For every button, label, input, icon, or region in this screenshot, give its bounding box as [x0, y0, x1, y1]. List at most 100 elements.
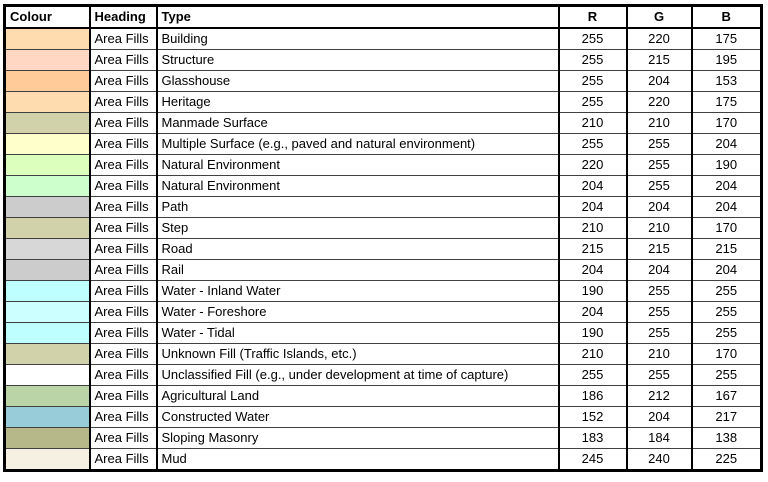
- table-row: Area Fills Natural Environment 204 255 204: [3, 175, 763, 197]
- r-value-cell: 245: [557, 448, 628, 471]
- g-value-cell: 255: [625, 364, 693, 386]
- table-header: Colour Heading Type R G B: [3, 5, 763, 29]
- type-cell: Unclassified Fill (e.g., under developme…: [155, 364, 560, 386]
- g-value-cell: 215: [625, 238, 693, 260]
- colour-swatch: [3, 91, 91, 113]
- heading-cell: Area Fills: [88, 175, 158, 197]
- heading-cell: Area Fills: [88, 49, 158, 71]
- g-value-cell: 210: [625, 217, 693, 239]
- r-value-cell: 255: [557, 27, 628, 50]
- colour-swatch: [3, 196, 91, 218]
- heading-cell: Area Fills: [88, 406, 158, 428]
- b-value-cell: 175: [690, 27, 763, 50]
- heading-cell: Area Fills: [88, 427, 158, 449]
- b-value-cell: 175: [690, 91, 763, 113]
- r-value-cell: 190: [557, 322, 628, 344]
- table-row: Area Fills Glasshouse 255 204 153: [3, 70, 763, 92]
- g-value-cell: 184: [625, 427, 693, 449]
- type-cell: Agricultural Land: [155, 385, 560, 407]
- b-value-cell: 204: [690, 175, 763, 197]
- table-row: Area Fills Mud 245 240 225: [3, 448, 763, 471]
- g-value-cell: 210: [625, 112, 693, 134]
- table-row: Area Fills Unclassified Fill (e.g., under…: [3, 364, 763, 386]
- r-value-cell: 255: [557, 133, 628, 155]
- colour-swatch: [3, 70, 91, 92]
- g-value-cell: 215: [625, 49, 693, 71]
- heading-cell: Area Fills: [88, 448, 158, 471]
- b-value-cell: 255: [690, 322, 763, 344]
- r-value-cell: 204: [557, 301, 628, 323]
- table-row: Area Fills Multiple Surface (e.g., paved …: [3, 133, 763, 155]
- r-value-cell: 215: [557, 238, 628, 260]
- heading-cell: Area Fills: [88, 154, 158, 176]
- g-value-cell: 220: [625, 27, 693, 50]
- table-row: Area Fills Constructed Water 152 204 217: [3, 406, 763, 428]
- b-value-cell: 255: [690, 364, 763, 386]
- g-value-cell: 255: [625, 154, 693, 176]
- colour-swatch: [3, 301, 91, 323]
- colour-swatch: [3, 175, 91, 197]
- table-row: Area Fills Path 204 204 204: [3, 196, 763, 218]
- type-cell: Heritage: [155, 91, 560, 113]
- type-cell: Multiple Surface (e.g., paved and natura…: [155, 133, 560, 155]
- colour-swatch: [3, 49, 91, 71]
- table-row: Area Fills Structure 255 215 195: [3, 49, 763, 71]
- type-cell: Rail: [155, 259, 560, 281]
- table-row: Area Fills Step 210 210 170: [3, 217, 763, 239]
- heading-cell: Area Fills: [88, 364, 158, 386]
- g-value-cell: 255: [625, 280, 693, 302]
- r-value-cell: 204: [557, 175, 628, 197]
- r-value-cell: 210: [557, 343, 628, 365]
- b-value-cell: 167: [690, 385, 763, 407]
- b-value-cell: 215: [690, 238, 763, 260]
- heading-cell: Area Fills: [88, 301, 158, 323]
- table-row: Area Fills Road 215 215 215: [3, 238, 763, 260]
- table-row: Area Fills Agricultural Land 186 212 167: [3, 385, 763, 407]
- colour-swatch: [3, 154, 91, 176]
- g-value-cell: 255: [625, 301, 693, 323]
- type-cell: Constructed Water: [155, 406, 560, 428]
- g-value-cell: 212: [625, 385, 693, 407]
- heading-cell: Area Fills: [88, 133, 158, 155]
- type-cell: Unknown Fill (Traffic Islands, etc.): [155, 343, 560, 365]
- type-cell: Glasshouse: [155, 70, 560, 92]
- heading-cell: Area Fills: [88, 196, 158, 218]
- colour-swatch: [3, 343, 91, 365]
- g-value-cell: 255: [625, 322, 693, 344]
- table-row: Area Fills Building 255 220 175: [3, 27, 763, 50]
- g-value-cell: 204: [625, 406, 693, 428]
- colour-swatch: [3, 112, 91, 134]
- table-row: Area Fills Water - Foreshore 204 255 255: [3, 301, 763, 323]
- column-header-type: Type: [155, 5, 560, 29]
- b-value-cell: 255: [690, 301, 763, 323]
- heading-cell: Area Fills: [88, 112, 158, 134]
- colour-legend-table: Colour Heading Type R G B Area Fills Buil…: [3, 4, 763, 472]
- column-header-heading: Heading: [88, 5, 158, 29]
- r-value-cell: 210: [557, 112, 628, 134]
- table-row: Area Fills Unknown Fill (Traffic Islands,…: [3, 343, 763, 365]
- colour-swatch: [3, 322, 91, 344]
- heading-cell: Area Fills: [88, 385, 158, 407]
- g-value-cell: 204: [625, 259, 693, 281]
- r-value-cell: 152: [557, 406, 628, 428]
- r-value-cell: 190: [557, 280, 628, 302]
- b-value-cell: 170: [690, 217, 763, 239]
- heading-cell: Area Fills: [88, 91, 158, 113]
- colour-swatch: [3, 238, 91, 260]
- r-value-cell: 255: [557, 364, 628, 386]
- colour-swatch: [3, 280, 91, 302]
- r-value-cell: 255: [557, 91, 628, 113]
- g-value-cell: 220: [625, 91, 693, 113]
- b-value-cell: 170: [690, 112, 763, 134]
- table-row: Area Fills Manmade Surface 210 210 170: [3, 112, 763, 134]
- colour-swatch: [3, 427, 91, 449]
- column-header-colour: Colour: [3, 5, 91, 29]
- table-row: Area Fills Water - Tidal 190 255 255: [3, 322, 763, 344]
- b-value-cell: 204: [690, 259, 763, 281]
- g-value-cell: 240: [625, 448, 693, 471]
- table-row: Area Fills Rail 204 204 204: [3, 259, 763, 281]
- colour-swatch: [3, 259, 91, 281]
- table-row: Area Fills Natural Environment 220 255 190: [3, 154, 763, 176]
- table-row: Area Fills Water - Inland Water 190 255 255: [3, 280, 763, 302]
- column-header-r: R: [557, 5, 628, 29]
